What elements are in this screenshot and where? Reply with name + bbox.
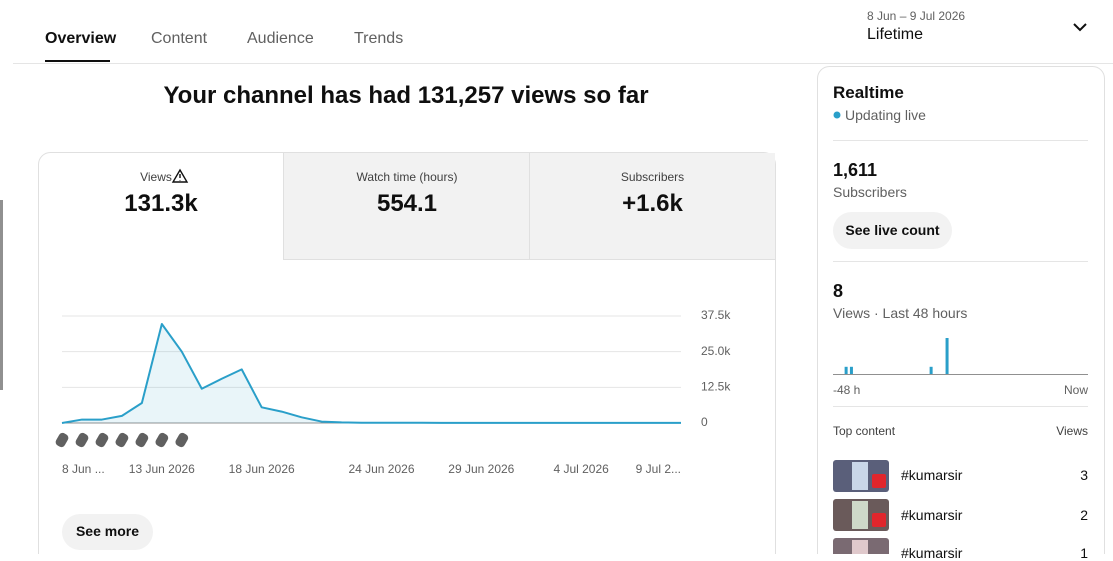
dropdown-chevron[interactable] — [1073, 23, 1087, 32]
metric-label[interactable]: Views — [38, 170, 284, 184]
shorts-badge — [872, 474, 886, 488]
thumbnail-art — [852, 540, 868, 554]
x-tick-label: 29 Jun 2026 — [448, 462, 514, 476]
shorts-badge — [872, 513, 886, 527]
content-views: 1 — [1080, 545, 1088, 561]
tab[interactable]: Audience — [247, 30, 314, 47]
metric-value: +1.6k — [622, 190, 683, 217]
x-tick-label: 8 Jun ... — [62, 462, 105, 476]
shorts-icon — [115, 432, 129, 448]
shorts-icon — [155, 432, 169, 448]
top-content-column: Views — [1056, 424, 1088, 438]
metric-label[interactable]: Watch time (hours) — [356, 170, 458, 184]
shorts-icon — [75, 432, 89, 448]
content-title[interactable]: #kumarsir — [901, 507, 963, 523]
tab[interactable]: Trends — [354, 30, 404, 47]
see-more-button[interactable] — [62, 514, 153, 550]
x-tick-label: 9 Jul 2... — [636, 462, 681, 476]
see-more-label[interactable]: See more — [75, 523, 140, 539]
content-title[interactable]: #kumarsir — [901, 545, 963, 561]
shorts-icon — [95, 432, 109, 448]
y-tick-label: 12.5k — [701, 380, 731, 394]
scroll-edge — [0, 200, 3, 390]
x-tick-label: 24 Jun 2026 — [348, 462, 414, 476]
tab[interactable]: Content — [151, 30, 208, 47]
x-tick-label: 4 Jul 2026 — [553, 462, 609, 476]
views-label: Views · Last 48 hours — [833, 305, 968, 321]
y-tick-label: 25.0k — [701, 344, 731, 358]
line-area — [62, 323, 681, 423]
subscriber-count: 1,611 — [833, 160, 878, 180]
y-tick-label: 37.5k — [701, 308, 731, 322]
shorts-icon — [135, 432, 149, 448]
metric-value: 554.1 — [376, 190, 438, 217]
x-tick-label: 13 Jun 2026 — [129, 462, 195, 476]
shorts-icon — [175, 432, 189, 448]
content-title[interactable]: #kumarsir — [901, 467, 963, 483]
top-content-header: Top content — [833, 424, 896, 438]
shorts-icon — [55, 432, 69, 448]
active-tab-underline — [45, 60, 110, 62]
metric-value: 131.3k — [124, 190, 198, 217]
metric-label-text: Views — [140, 170, 172, 184]
date-range[interactable]: 8 Jun – 9 Jul 2026 — [867, 9, 966, 23]
thumbnail-art — [852, 462, 868, 490]
date-preset[interactable]: Lifetime — [867, 26, 924, 43]
mini-start-label: -48 h — [833, 383, 861, 397]
mini-bar — [849, 366, 853, 374]
headline: Your channel has had 131,257 views so fa… — [163, 82, 649, 109]
content-views: 3 — [1080, 467, 1088, 483]
mini-end-label: Now — [1063, 383, 1088, 397]
tab[interactable]: Overview — [45, 30, 117, 47]
realtime-card — [817, 66, 1105, 554]
y-tick-label: 0 — [701, 415, 708, 429]
x-tick-label: 18 Jun 2026 — [229, 462, 295, 476]
warning-icon[interactable] — [171, 168, 189, 183]
content-views: 2 — [1080, 507, 1088, 523]
views-count: 8 — [833, 281, 844, 301]
line — [61, 322, 681, 424]
live-dot — [833, 111, 841, 119]
live-count-button[interactable] — [833, 212, 952, 249]
live-count-label[interactable]: See live count — [845, 222, 940, 238]
mini-bar — [945, 338, 949, 374]
metric-label[interactable]: Subscribers — [620, 170, 685, 184]
realtime-status: Updating live — [845, 107, 926, 123]
mini-bar — [929, 366, 933, 374]
mini-bar — [844, 366, 848, 374]
subscriber-label: Subscribers — [833, 184, 907, 200]
realtime-title: Realtime — [833, 83, 904, 102]
thumbnail-art — [852, 501, 868, 529]
